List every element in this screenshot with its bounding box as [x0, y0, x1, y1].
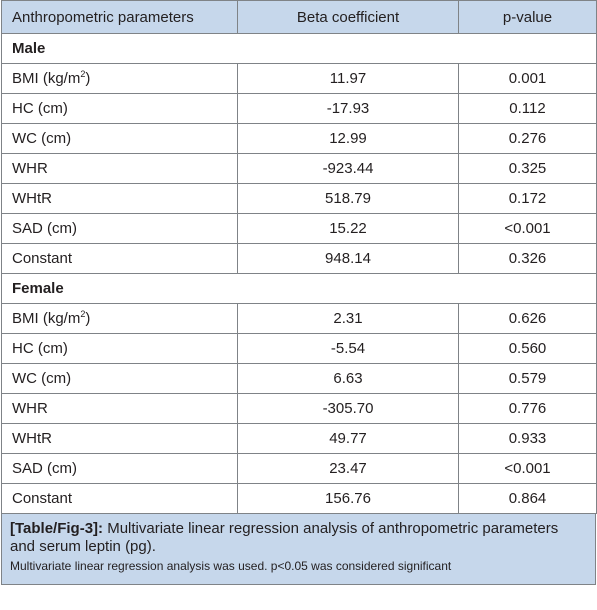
cell-parameter: WHR	[1, 393, 238, 424]
parameter-name: WHtR	[12, 190, 52, 207]
cell-pvalue: 0.112	[458, 93, 597, 124]
cell-beta: 156.76	[237, 483, 459, 514]
section-label: Female	[1, 273, 597, 304]
parameter-name: SAD (cm)	[12, 460, 77, 477]
cell-parameter: SAD (cm)	[1, 453, 238, 484]
parameter-name: WC (cm)	[12, 370, 72, 387]
cell-parameter: HC (cm)	[1, 333, 238, 364]
section-row: Male	[1, 33, 597, 64]
cell-parameter: HC (cm)	[1, 93, 238, 124]
cell-parameter: WHtR	[1, 423, 238, 454]
cell-parameter: Constant	[1, 243, 238, 274]
caption-text: Multivariate linear regression analysis …	[10, 520, 559, 555]
table-figure: Anthropometric parameters Beta coefficie…	[1, 0, 597, 585]
cell-pvalue: 0.864	[458, 483, 597, 514]
header-row: Anthropometric parameters Beta coefficie…	[1, 0, 597, 34]
table-header: Anthropometric parameters Beta coefficie…	[1, 0, 597, 34]
parameter-superscript: 2	[80, 69, 86, 79]
table-row: BMI (kg/m2) 11.97 0.001	[1, 63, 597, 94]
table-row: WC (cm) 12.99 0.276	[1, 123, 597, 154]
cell-parameter: BMI (kg/m2)	[1, 303, 238, 334]
cell-parameter: WC (cm)	[1, 363, 238, 394]
cell-pvalue: 0.933	[458, 423, 597, 454]
table-row: WHR -305.70 0.776	[1, 393, 597, 424]
section-label: Male	[1, 33, 597, 64]
table-row: WHtR 49.77 0.933	[1, 423, 597, 454]
table-row: HC (cm) -17.93 0.112	[1, 93, 597, 124]
cell-beta: -17.93	[237, 93, 459, 124]
cell-beta: 23.47	[237, 453, 459, 484]
table-row: Constant 156.76 0.864	[1, 483, 597, 514]
cell-pvalue: 0.276	[458, 123, 597, 154]
cell-parameter: Constant	[1, 483, 238, 514]
cell-pvalue: 0.001	[458, 63, 597, 94]
cell-parameter: BMI (kg/m2)	[1, 63, 238, 94]
table-row: HC (cm) -5.54 0.560	[1, 333, 597, 364]
cell-pvalue: 0.560	[458, 333, 597, 364]
cell-pvalue: 0.325	[458, 153, 597, 184]
header-pvalue: p-value	[458, 0, 597, 34]
cell-parameter: WHR	[1, 153, 238, 184]
parameter-name: BMI (kg/m	[12, 310, 81, 327]
cell-pvalue: 0.579	[458, 363, 597, 394]
table-row: Constant 948.14 0.326	[1, 243, 597, 274]
cell-parameter: WC (cm)	[1, 123, 238, 154]
cell-beta: 11.97	[237, 63, 459, 94]
cell-beta: 6.63	[237, 363, 459, 394]
parameter-name: WHtR	[12, 430, 52, 447]
header-parameters: Anthropometric parameters	[1, 0, 238, 34]
cell-beta: -305.70	[237, 393, 459, 424]
table-body: Male BMI (kg/m2) 11.97 0.001 HC (cm) -17.93 0.…	[1, 33, 597, 514]
parameter-name: BMI (kg/m	[12, 70, 81, 87]
parameter-name: HC (cm)	[12, 340, 68, 357]
caption-tag: [Table/Fig-3]:	[10, 520, 104, 537]
parameter-name: WHR	[12, 400, 48, 417]
cell-pvalue: 0.626	[458, 303, 597, 334]
table-row: WHR -923.44 0.325	[1, 153, 597, 184]
caption-note: Multivariate linear regression analysis …	[10, 559, 452, 573]
cell-pvalue: <0.001	[458, 213, 597, 244]
cell-beta: 948.14	[237, 243, 459, 274]
cell-beta: 2.31	[237, 303, 459, 334]
figure-caption: [Table/Fig-3]: Multivariate linear regre…	[1, 514, 596, 585]
parameter-name: Constant	[12, 250, 73, 267]
cell-pvalue: 0.326	[458, 243, 597, 274]
parameter-name: WHR	[12, 160, 48, 177]
parameter-name: WC (cm)	[12, 130, 72, 147]
cell-pvalue: 0.776	[458, 393, 597, 424]
cell-pvalue: 0.172	[458, 183, 597, 214]
cell-beta: 15.22	[237, 213, 459, 244]
caption-main: [Table/Fig-3]: Multivariate linear regre…	[10, 520, 587, 556]
cell-beta: -5.54	[237, 333, 459, 364]
cell-beta: 12.99	[237, 123, 459, 154]
cell-beta: 49.77	[237, 423, 459, 454]
section-row: Female	[1, 273, 597, 304]
header-beta: Beta coefficient	[237, 0, 459, 34]
parameter-name: SAD (cm)	[12, 220, 77, 237]
table-row: WHtR 518.79 0.172	[1, 183, 597, 214]
cell-pvalue: <0.001	[458, 453, 597, 484]
parameter-tail: )	[85, 70, 91, 87]
parameter-superscript: 2	[80, 309, 86, 319]
cell-beta: -923.44	[237, 153, 459, 184]
parameter-name: HC (cm)	[12, 100, 68, 117]
table-row: BMI (kg/m2) 2.31 0.626	[1, 303, 597, 334]
cell-parameter: WHtR	[1, 183, 238, 214]
cell-beta: 518.79	[237, 183, 459, 214]
cell-parameter: SAD (cm)	[1, 213, 238, 244]
regression-table: Anthropometric parameters Beta coefficie…	[1, 0, 597, 514]
table-row: SAD (cm) 15.22 <0.001	[1, 213, 597, 244]
table-row: WC (cm) 6.63 0.579	[1, 363, 597, 394]
parameter-name: Constant	[12, 490, 73, 507]
table-row: SAD (cm) 23.47 <0.001	[1, 453, 597, 484]
parameter-tail: )	[85, 310, 91, 327]
